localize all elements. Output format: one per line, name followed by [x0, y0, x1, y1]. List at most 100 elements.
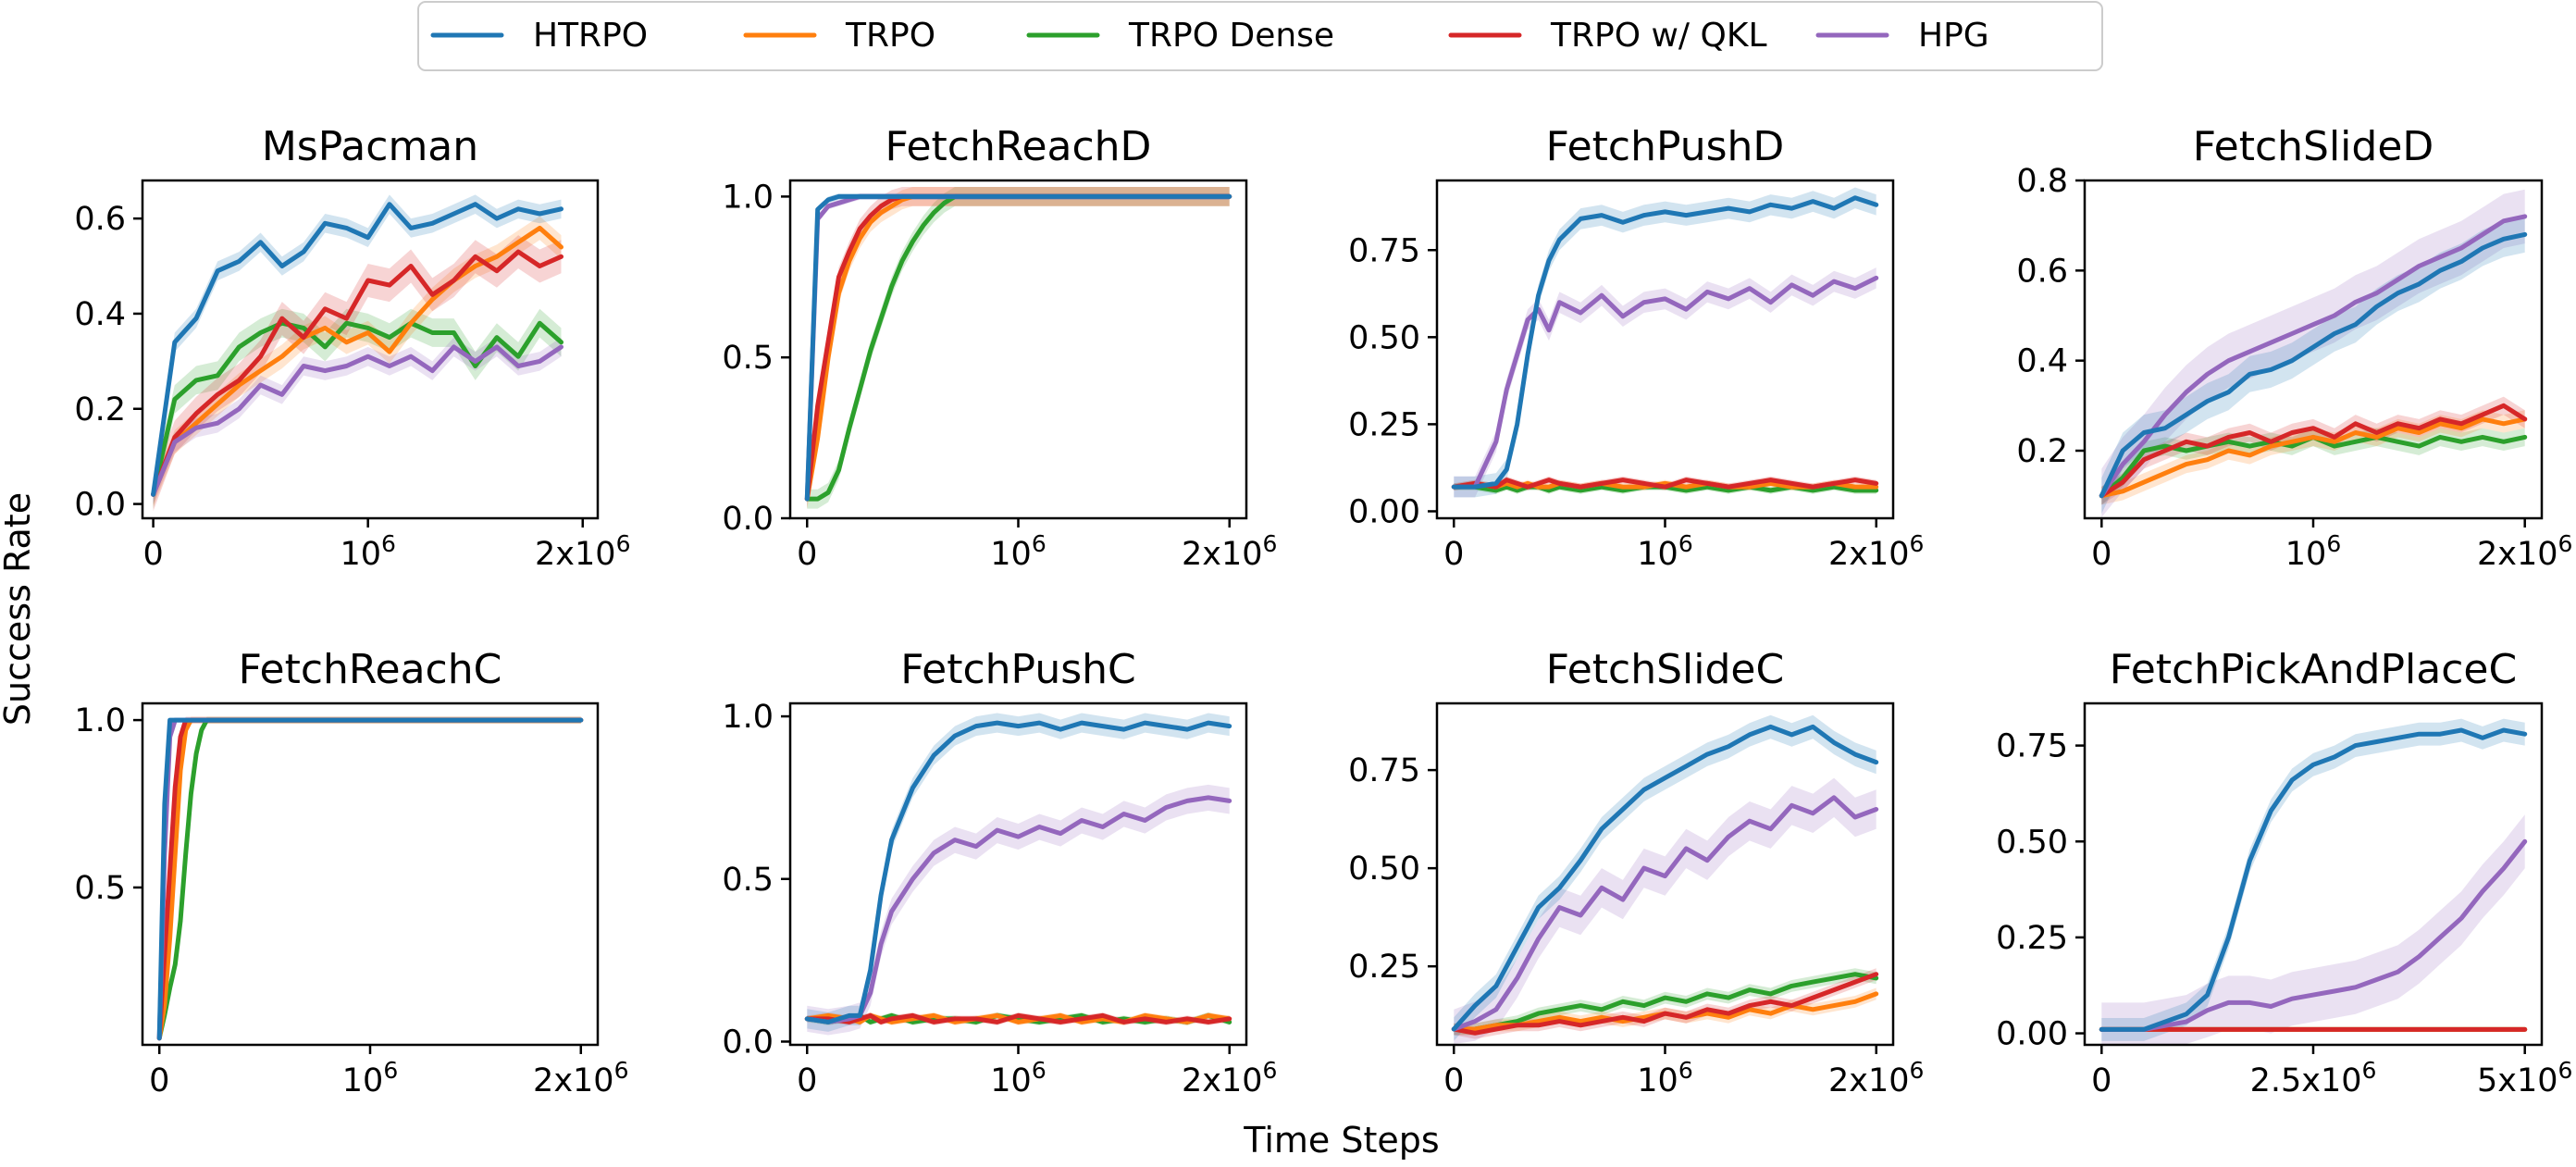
- y-tick-label: 0.8: [2016, 163, 2068, 200]
- series-line-htrpo: [151, 202, 564, 497]
- y-tick-label: 0.75: [1348, 232, 1420, 269]
- x-tick-label: 0: [1443, 1062, 1464, 1099]
- x-tick-label: 0: [142, 536, 163, 573]
- y-tick-label: 0.6: [74, 201, 126, 238]
- y-tick-label: 0.0: [74, 487, 126, 524]
- subplot-title: FetchPickAndPlaceC: [2110, 646, 2517, 693]
- x-tick-label: 106: [2285, 530, 2341, 573]
- subplot-title: FetchPushD: [1546, 123, 1785, 170]
- series-line-hpg: [2099, 838, 2528, 1032]
- series-line-trpo-dense: [1451, 972, 1879, 1032]
- x-tick-label: 106: [990, 530, 1046, 573]
- x-tick-label: 2x106: [533, 1057, 628, 1099]
- series-band-hpg: [1454, 267, 1876, 498]
- series-band-htrpo: [1454, 187, 1876, 498]
- y-tick-label: 0.00: [1348, 493, 1420, 530]
- x-tick-label: 0: [1443, 536, 1464, 573]
- subplot-fetchslidec: FetchSlideC 0 106 2x106 0.25 0.50 0.75: [1348, 646, 1924, 1099]
- plot-area: [2099, 718, 2528, 1044]
- axes-frame: [141, 179, 600, 520]
- subplot-title: FetchPushC: [900, 646, 1135, 693]
- series-band-htrpo: [2101, 216, 2525, 515]
- x-tick-label: 2x106: [1182, 1057, 1277, 1099]
- series-band-trpo-dense: [1454, 968, 1876, 1036]
- subplot-title: FetchReachC: [239, 646, 502, 693]
- x-tick-label: 106: [1637, 1057, 1692, 1099]
- series-band-trpo: [153, 216, 562, 507]
- x-tick-label: 106: [1637, 530, 1692, 573]
- subplot-grid: MsPacman 0 106 2x106 0.0 0.2 0.4 0.6 FetchReachD…: [74, 123, 2572, 1099]
- y-tick-label: 0.2: [74, 391, 126, 428]
- series-line-trpo: [151, 225, 564, 497]
- series-line-hpg: [1451, 795, 1879, 1032]
- y-tick-label: 0.6: [2016, 253, 2068, 290]
- x-tick-label: 5x106: [2477, 1057, 2572, 1099]
- y-tick-label: 0.50: [1348, 319, 1420, 356]
- series-band-trpo: [159, 716, 581, 1042]
- series-band-trpo-w-qkl: [2101, 396, 2525, 505]
- subplot-fetchreachd: FetchReachD 0 106 2x106 0.0 0.5 1.0: [722, 123, 1277, 573]
- series-line-htrpo: [804, 720, 1232, 1024]
- y-tick-label: 1.0: [722, 179, 774, 216]
- x-axis-label: Time Steps: [1243, 1120, 1439, 1161]
- series-line-trpo: [2099, 416, 2528, 499]
- x-tick-label: 0: [2091, 1062, 2112, 1099]
- series-line-trpo-dense: [156, 717, 584, 1041]
- x-tick-label: 106: [342, 1057, 398, 1099]
- series-line-trpo-dense: [804, 193, 1232, 502]
- x-tick-label: 0: [797, 536, 817, 573]
- series-line-hpg: [1451, 275, 1879, 490]
- series-line-trpo: [1451, 480, 1879, 490]
- series-line-trpo-dense: [151, 320, 564, 497]
- x-tick-label: 2x106: [1828, 1057, 1924, 1099]
- series-line-trpo-w-qkl: [1451, 478, 1879, 490]
- subplot-fetchreachc: FetchReachC 0 106 2x106 0.5 1.0: [74, 646, 628, 1099]
- subplot-fetchpushd: FetchPushD 0 106 2x106 0.00 0.25 0.50 0.75: [1348, 123, 1924, 573]
- subplot-title: FetchSlideC: [1546, 646, 1784, 693]
- y-tick-label: 0.25: [1996, 920, 2068, 957]
- legend-label: TRPO w/ QKL: [1550, 17, 1767, 55]
- y-tick-label: 0.0: [722, 501, 774, 538]
- series-line-trpo-w-qkl: [2099, 403, 2528, 499]
- axes-frame: [141, 701, 600, 1047]
- legend-frame: [417, 1, 2103, 71]
- y-tick-label: 0.5: [722, 862, 774, 899]
- y-axis-label: Success Rate: [0, 492, 38, 726]
- y-tick-label: 0.25: [1348, 406, 1420, 443]
- x-tick-label: 2x106: [1182, 530, 1277, 573]
- plot-area: [1451, 187, 1879, 498]
- x-tick-label: 2x106: [535, 530, 630, 573]
- legend-label: HTRPO: [533, 17, 648, 55]
- y-tick-label: 0.5: [722, 340, 774, 377]
- x-tick-label: 0: [149, 1062, 169, 1099]
- plot-area: [2099, 189, 2528, 517]
- plot-area: [804, 187, 1232, 509]
- x-tick-label: 2x106: [2477, 530, 2572, 573]
- legend-label: TRPO: [845, 17, 935, 55]
- plot-area: [151, 194, 564, 512]
- subplot-title: MsPacman: [262, 123, 478, 170]
- y-tick-label: 1.0: [722, 699, 774, 736]
- y-tick-label: 0.75: [1996, 728, 2068, 765]
- y-tick-label: 0.00: [1996, 1016, 2068, 1053]
- plot-area: [156, 716, 584, 1042]
- legend-label: TRPO Dense: [1128, 17, 1334, 55]
- y-tick-label: 0.75: [1348, 752, 1420, 789]
- axes-frame: [788, 701, 1248, 1047]
- x-tick-label: 0: [797, 1062, 817, 1099]
- series-line-hpg: [151, 344, 564, 497]
- series-line-trpo-w-qkl: [156, 717, 584, 1041]
- x-tick-label: 2.5x106: [2250, 1057, 2377, 1099]
- y-tick-label: 1.0: [74, 702, 126, 739]
- series-line-hpg: [804, 795, 1232, 1024]
- y-tick-label: 0.4: [74, 296, 126, 333]
- series-line-htrpo: [1451, 724, 1879, 1032]
- y-tick-label: 0.50: [1348, 850, 1420, 888]
- series-band-hpg: [153, 337, 562, 504]
- series-band-hpg: [2101, 189, 2525, 517]
- series-line-htrpo: [2099, 231, 2528, 499]
- y-tick-label: 0.50: [1996, 824, 2068, 861]
- legend: HTRPO TRPO TRPO Dense TRPO w/ QKL HPG: [417, 1, 2103, 71]
- subplot-mspacman: MsPacman 0 106 2x106 0.0 0.2 0.4 0.6: [74, 123, 630, 573]
